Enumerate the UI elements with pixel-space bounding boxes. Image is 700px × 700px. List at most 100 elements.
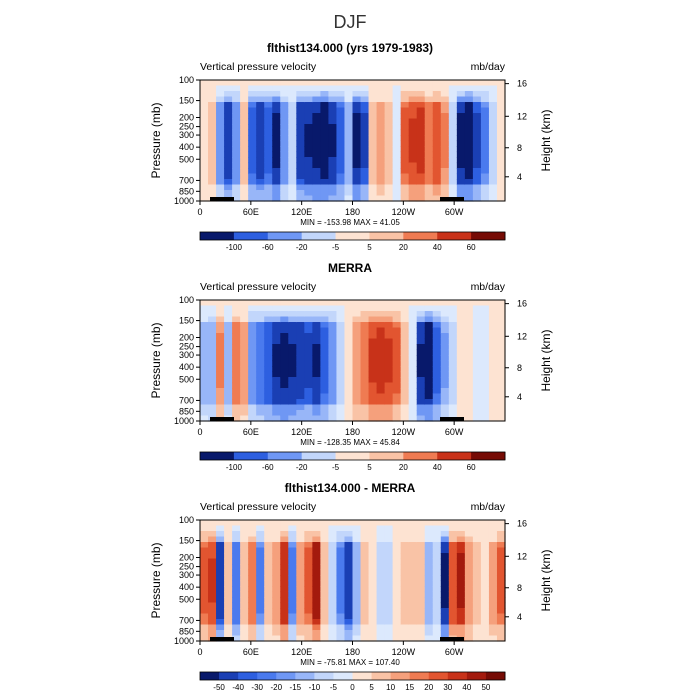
heatmap-cell	[336, 564, 346, 571]
heatmap-cell	[480, 162, 490, 169]
heatmap-cell	[232, 586, 241, 593]
heatmap-cell	[448, 157, 458, 164]
heatmap-cell	[280, 184, 289, 191]
heatmap-cell	[280, 520, 289, 527]
heatmap-cell	[240, 415, 249, 422]
heatmap-cell	[352, 184, 362, 191]
heatmap-cell	[328, 349, 338, 356]
panel-units: mb/day	[471, 61, 506, 73]
heatmap-cell	[472, 300, 482, 307]
heatmap-cell	[224, 190, 233, 197]
heatmap-cell	[360, 569, 370, 576]
heatmap-cell	[456, 151, 466, 158]
heatmap-cell	[408, 102, 418, 109]
heatmap-cell	[216, 91, 225, 98]
heatmap-cell	[216, 404, 225, 411]
heatmap-cell	[456, 393, 466, 400]
heatmap-cell	[432, 162, 442, 169]
heatmap-cell	[368, 102, 378, 109]
heatmap-cell	[384, 536, 394, 543]
heatmap-cell	[432, 102, 442, 109]
heatmap-cell	[208, 168, 217, 175]
heatmap-cell	[336, 377, 346, 384]
heatmap-cell	[480, 96, 490, 103]
heatmap-cell	[440, 80, 450, 87]
y-tick-label: 100	[179, 75, 194, 85]
heatmap-cell	[448, 371, 458, 378]
heatmap-cell	[264, 635, 273, 642]
heatmap-cell	[480, 333, 490, 340]
heatmap-cell	[216, 113, 225, 120]
heatmap-cell	[392, 151, 402, 158]
heatmap-cell	[320, 135, 330, 142]
colorbar-label: 20	[424, 683, 433, 692]
heatmap-cell	[496, 635, 506, 642]
heatmap-cell	[472, 85, 482, 92]
heatmap-cell	[456, 520, 466, 527]
heatmap-cell	[368, 157, 378, 164]
heatmap-cell	[264, 580, 273, 587]
heatmap-cell	[248, 129, 257, 136]
heatmap-cell	[440, 184, 450, 191]
heatmap-cell	[280, 377, 289, 384]
heatmap-cell	[200, 85, 209, 92]
y-tick-label: 500	[179, 374, 194, 384]
y-tick-label: 200	[179, 113, 194, 123]
heatmap-cell	[264, 366, 273, 373]
heatmap-cell	[240, 124, 249, 131]
heatmap-cell	[264, 564, 273, 571]
heatmap-cell	[264, 388, 273, 395]
heatmap-cell	[376, 179, 386, 186]
heatmap-cell	[264, 146, 273, 153]
heatmap-cell	[432, 371, 442, 378]
heatmap-cell	[368, 184, 378, 191]
heatmap-cell	[296, 371, 305, 378]
heatmap-cell	[288, 613, 297, 620]
heatmap-cell	[384, 415, 394, 422]
heatmap-cell	[424, 525, 434, 532]
panel-units: mb/day	[471, 281, 506, 293]
heatmap-cell	[248, 173, 257, 180]
heatmap-cell	[480, 520, 490, 527]
heatmap-cell	[488, 157, 498, 164]
heatmap-cell	[256, 608, 265, 615]
heatmap-cell	[296, 113, 305, 120]
heatmap-cell	[416, 124, 426, 131]
heatmap-cell	[480, 608, 490, 615]
heatmap-cell	[344, 322, 354, 329]
heatmap-cell	[360, 173, 370, 180]
heatmap-cell	[416, 146, 426, 153]
heatmap-cell	[352, 344, 362, 351]
heatmap-cell	[432, 140, 442, 147]
heatmap-cell	[400, 553, 410, 560]
heatmap-cell	[208, 575, 217, 582]
heatmap-cell	[376, 162, 386, 169]
heatmap-cell	[288, 382, 297, 389]
heatmap-cell	[368, 366, 378, 373]
heatmap-cell	[288, 195, 297, 202]
heatmap-cell	[480, 415, 490, 422]
heatmap-cell	[352, 569, 362, 576]
heatmap-cell	[272, 102, 281, 109]
heatmap-cell	[392, 536, 402, 543]
heatmap-cell	[200, 377, 209, 384]
heatmap-cell	[376, 410, 386, 417]
heatmap-cell	[296, 520, 305, 527]
heatmap-cell	[336, 608, 346, 615]
heatmap-cell	[424, 129, 434, 136]
heatmap-cell	[424, 322, 434, 329]
heatmap-cell	[208, 124, 217, 131]
heatmap-cell	[376, 630, 386, 637]
heatmap-cell	[456, 388, 466, 395]
heatmap-cell	[368, 415, 378, 422]
heatmap-cell	[376, 542, 386, 549]
heatmap-cell	[424, 327, 434, 334]
panel-subtitle-left: Vertical pressure velocity	[200, 61, 317, 73]
heatmap-cell	[488, 580, 498, 587]
heatmap-cell	[208, 179, 217, 186]
heatmap-cell	[424, 102, 434, 109]
heatmap-cell	[328, 344, 338, 351]
heatmap-cell	[200, 179, 209, 186]
heatmap-cell	[224, 371, 233, 378]
heatmap-cell	[320, 542, 330, 549]
